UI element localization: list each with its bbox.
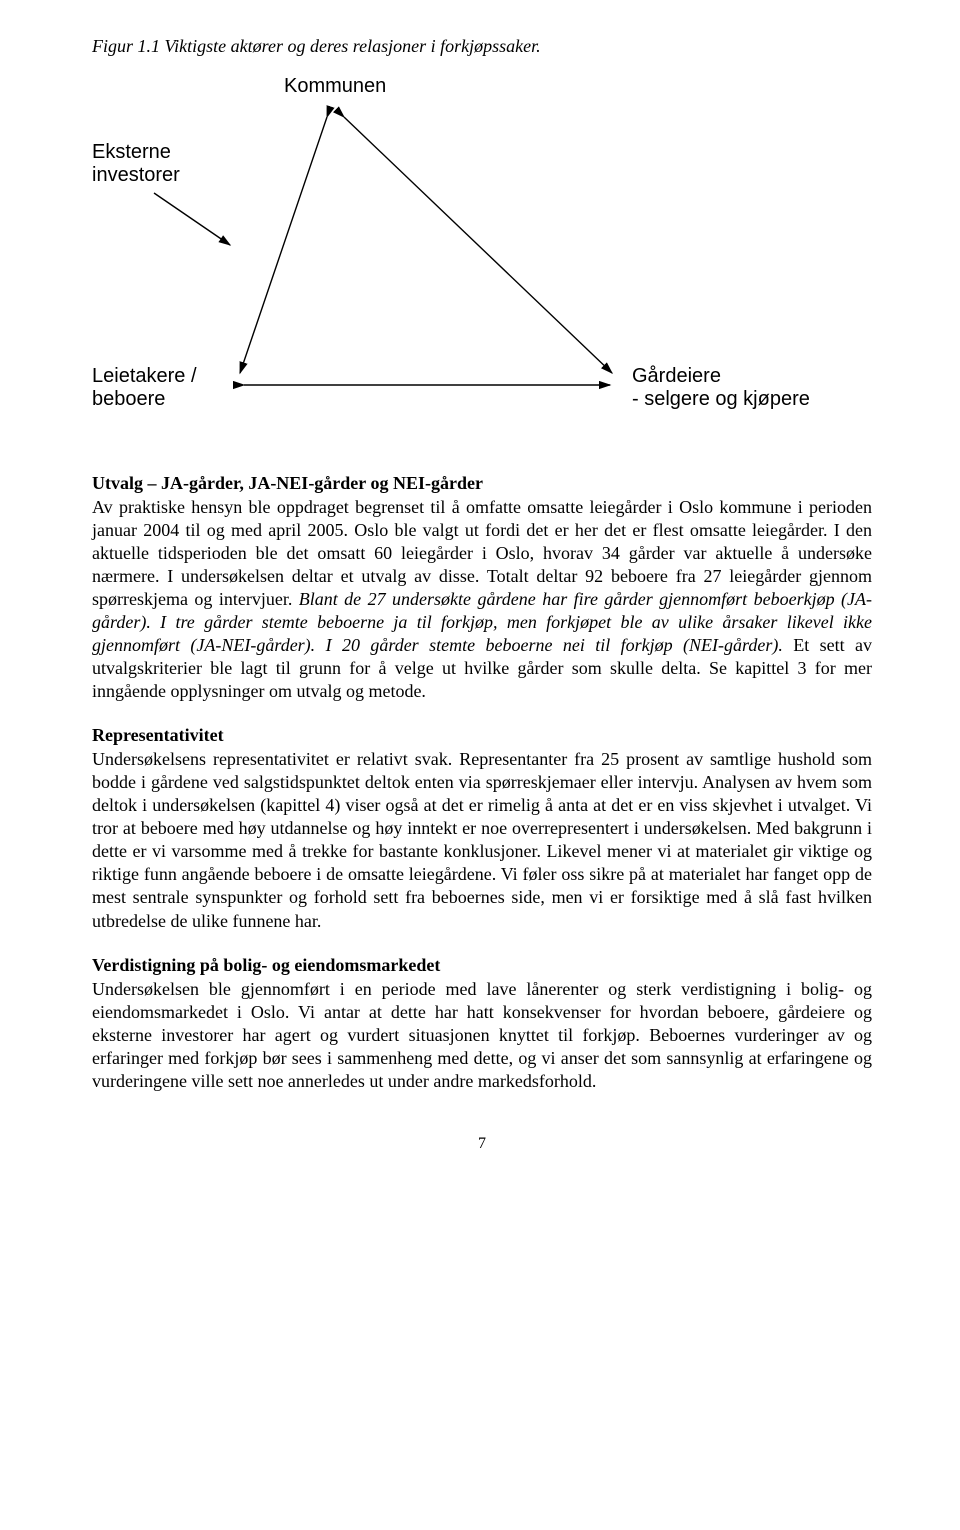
edge-top-right [344,117,612,373]
figure-caption: Figur 1.1 Viktigste aktører og deres rel… [92,36,872,57]
heading-verdistigning: Verdistigning på bolig- og eiendomsmarke… [92,955,872,976]
para-representativitet: Undersøkelsens representativitet er rela… [92,748,872,932]
para-verdistigning: Undersøkelsen ble gjennomført i en perio… [92,978,872,1093]
heading-utvalg: Utvalg – JA-gårder, JA-NEI-gårder og NEI… [92,473,872,494]
diagram-svg [92,75,872,445]
page-number: 7 [92,1135,872,1153]
edge-top-left [240,117,327,373]
edge-ext-to-triangle [154,193,230,245]
actors-diagram: Kommunen Eksterne investorer Leietakere … [92,75,872,445]
para-utvalg: Av praktiske hensyn ble oppdraget begren… [92,496,872,703]
heading-representativitet: Representativitet [92,725,872,746]
